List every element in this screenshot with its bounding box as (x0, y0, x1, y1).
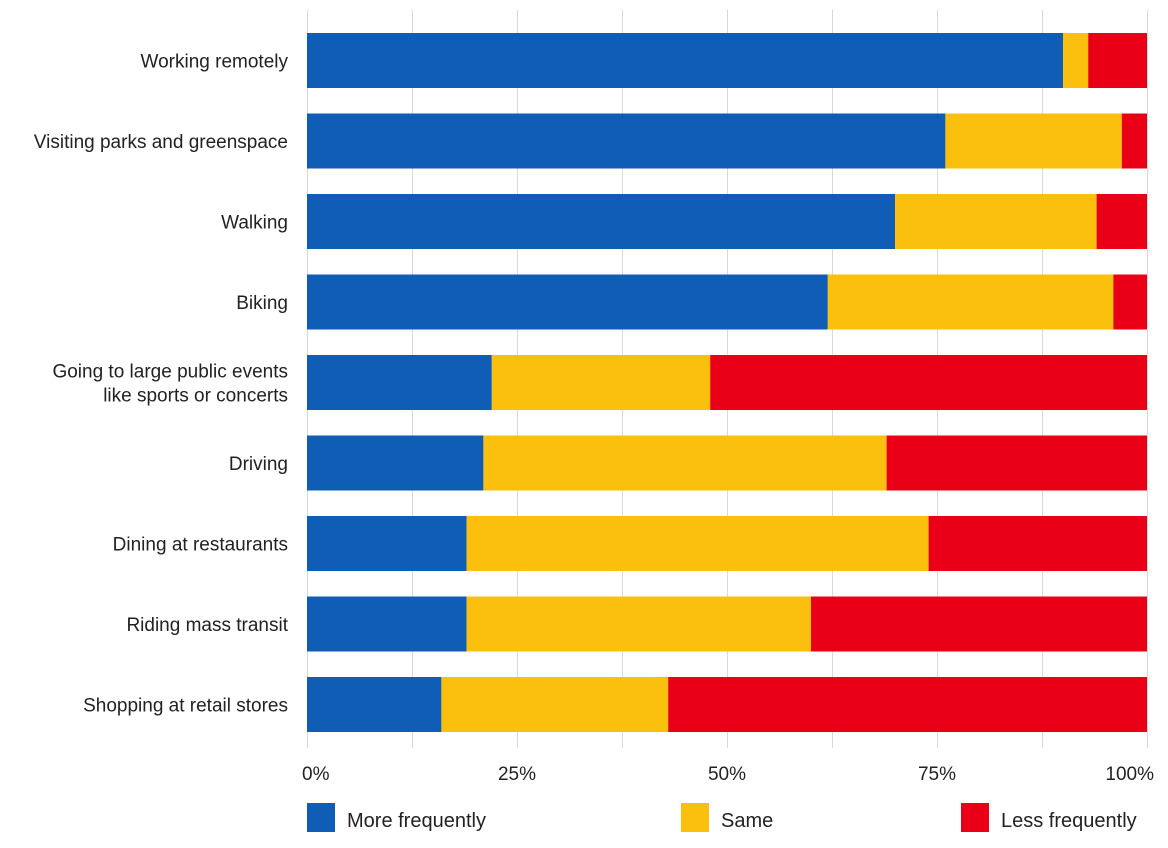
bar-segment-less-frequently (1113, 274, 1147, 330)
bar-segment-same (827, 274, 1114, 330)
bar-segment-more-frequently (307, 33, 1063, 88)
bar-segment-less-frequently (886, 435, 1147, 491)
bar-segment-less-frequently (1096, 194, 1147, 249)
bar-segment-less-frequently (668, 677, 1147, 732)
legend-swatch-less-frequently (961, 803, 989, 832)
legend: More frequently Same Less frequently (307, 803, 1137, 832)
bar-segment-more-frequently (307, 355, 492, 410)
bar-segment-more-frequently (307, 194, 895, 249)
category-label: Biking (236, 293, 288, 314)
bar-segment-less-frequently (710, 355, 1147, 410)
bar-segment-same (1063, 33, 1089, 88)
x-tick-label: 100% (1105, 764, 1154, 785)
bar-segment-more-frequently (307, 596, 467, 652)
category-label: Walking (221, 213, 288, 234)
category-label: Working remotely (141, 52, 289, 73)
legend-label-more-frequently: More frequently (347, 810, 486, 832)
legend-label-same: Same (721, 810, 773, 832)
bar-segment-same (945, 113, 1122, 169)
category-label: Going to large public events (52, 362, 288, 383)
category-label: Dining at restaurants (113, 535, 288, 556)
bar-segment-same (441, 677, 669, 732)
category-label: Visiting parks and greenspace (34, 132, 288, 153)
category-labels: Working remotely Visiting parks and green… (34, 52, 289, 717)
x-tick-label: 75% (918, 764, 956, 785)
bar-segment-same (895, 194, 1097, 249)
legend-swatch-more-frequently (307, 803, 335, 832)
bar-segment-more-frequently (307, 274, 828, 330)
x-tick-label: 0% (302, 764, 330, 785)
x-tick-label: 25% (498, 764, 536, 785)
bar-segment-more-frequently (307, 516, 467, 571)
x-axis-ticks: 0% 25% 50% 75% 100% (302, 764, 1154, 785)
category-label: Riding mass transit (126, 615, 288, 636)
bar-segment-more-frequently (307, 113, 946, 169)
bar-segment-more-frequently (307, 677, 442, 732)
bar-segment-less-frequently (1088, 33, 1147, 88)
category-label: Driving (229, 454, 288, 475)
bar-segment-less-frequently (928, 516, 1147, 571)
bar-segment-same (483, 435, 887, 491)
category-label: like sports or concerts (103, 386, 288, 407)
category-label: Shopping at retail stores (83, 696, 288, 717)
legend-label-less-frequently: Less frequently (1001, 810, 1137, 832)
bar-segment-less-frequently (1121, 113, 1147, 169)
legend-swatch-same (681, 803, 709, 832)
bars (307, 33, 1147, 732)
bar-segment-same (491, 355, 711, 410)
bar-segment-same (466, 596, 811, 652)
bar-segment-less-frequently (811, 596, 1147, 652)
x-tick-label: 50% (708, 764, 746, 785)
bar-segment-more-frequently (307, 435, 484, 491)
bar-segment-same (466, 516, 929, 571)
